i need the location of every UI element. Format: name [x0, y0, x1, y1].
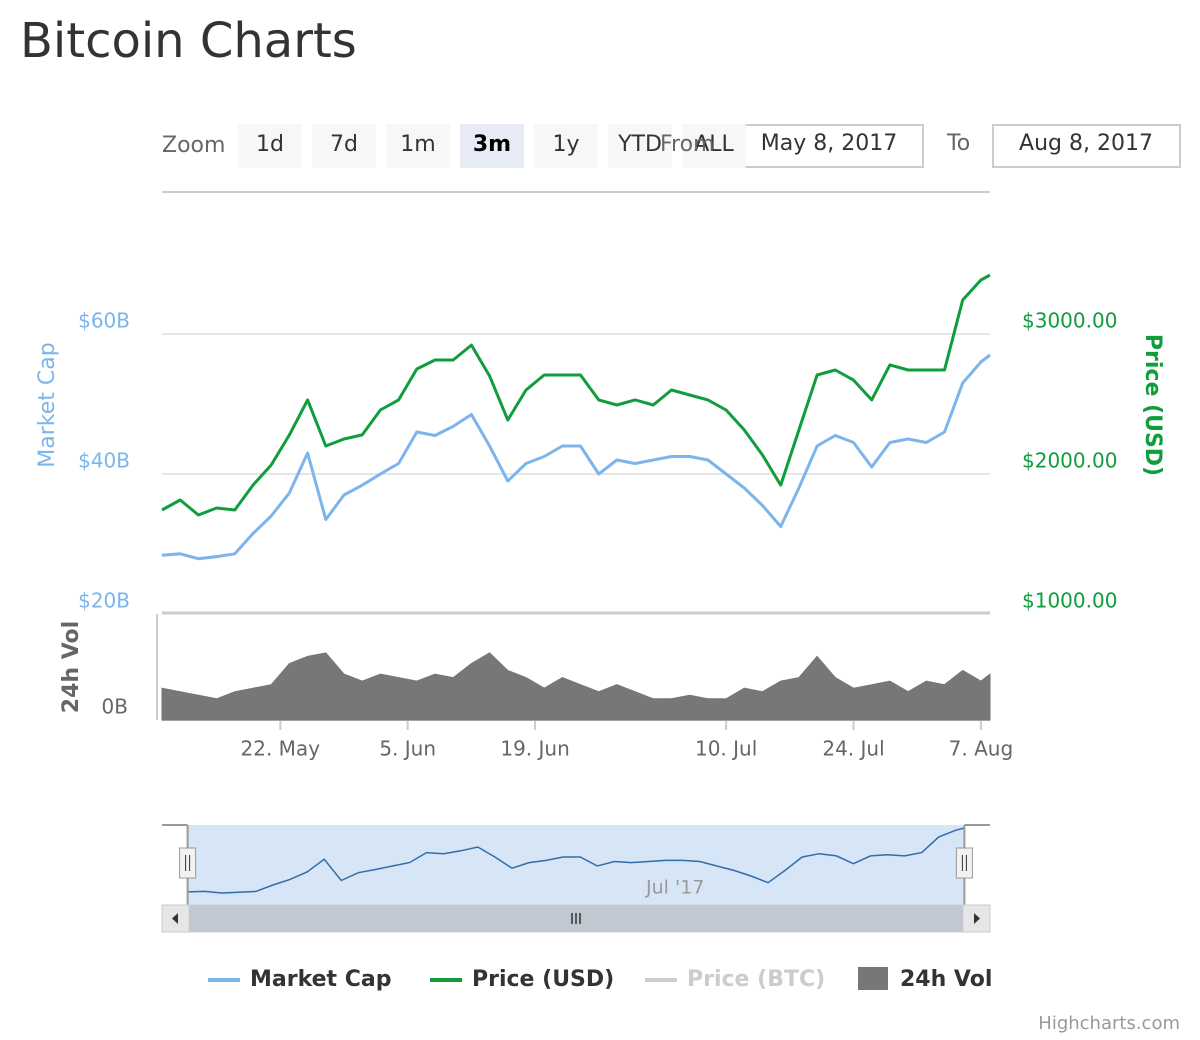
zoom-button-label[interactable]: 3m	[473, 132, 511, 157]
zoom-label: Zoom	[162, 133, 225, 158]
zoom-button[interactable]	[386, 124, 450, 168]
to-date[interactable]: Aug 8, 2017	[1019, 131, 1153, 156]
zoom-button-label[interactable]: 1d	[256, 132, 284, 157]
legend-label[interactable]: Price (BTC)	[687, 967, 825, 992]
x-tick-label: 5. Jun	[379, 737, 436, 761]
zoom-button[interactable]	[460, 124, 524, 168]
navigator-tick-label: Jul '17	[645, 877, 704, 899]
y2-tick-label: $3000.00	[1022, 309, 1117, 333]
series-line	[161, 273, 991, 517]
scrollbar-arrow	[974, 913, 980, 924]
to-label: To	[946, 131, 970, 156]
zoom-button-label[interactable]: 1y	[552, 132, 579, 157]
zoom-button-label[interactable]: 1m	[400, 132, 435, 157]
legend-label[interactable]: Price (USD)	[472, 967, 614, 992]
y-tick-label: $60B	[78, 309, 130, 333]
x-tick-label: 10. Jul	[695, 737, 757, 761]
zoom-button-label[interactable]: YTD	[617, 132, 662, 157]
legend-label[interactable]: 24h Vol	[900, 967, 992, 992]
zoom-button[interactable]	[608, 124, 672, 168]
zoom-button-label[interactable]: 7d	[330, 132, 358, 157]
y-tick-label: $20B	[78, 589, 130, 613]
scrollbar-arrow	[172, 913, 178, 924]
y2-tick-label: $2000.00	[1022, 449, 1117, 473]
x-tick-label: 22. May	[241, 737, 321, 761]
from-date[interactable]: May 8, 2017	[761, 131, 897, 156]
page-title: Bitcoin Charts	[20, 13, 357, 69]
zoom-button-label[interactable]: ALL	[694, 132, 734, 157]
y3-tick-label: 0B	[102, 695, 128, 719]
navigator-line	[187, 827, 965, 894]
navigator-handle[interactable]	[955, 847, 973, 879]
y2-axis-title: Price (USD)	[1140, 334, 1165, 476]
to-input[interactable]	[992, 124, 1181, 168]
zoom-button[interactable]	[534, 124, 598, 168]
y2-tick-label: $1000.00	[1022, 589, 1117, 613]
legend-symbol[interactable]	[858, 967, 888, 990]
credits[interactable]: Highcharts.com	[1038, 1013, 1180, 1034]
from-label: From	[660, 132, 715, 157]
y3-axis-title: 24h Vol	[59, 621, 84, 713]
navigator-handle[interactable]	[179, 847, 197, 879]
x-tick-label: 7. Aug	[949, 737, 1014, 761]
zoom-button[interactable]	[312, 124, 376, 168]
x-tick-label: 19. Jun	[500, 737, 569, 761]
x-tick-label: 24. Jul	[822, 737, 884, 761]
volume-area	[161, 652, 991, 721]
y-axis-title: Market Cap	[35, 342, 60, 467]
zoom-button[interactable]	[682, 124, 746, 168]
legend-label[interactable]: Market Cap	[250, 967, 391, 992]
zoom-button[interactable]	[238, 124, 302, 168]
navigator-selection	[187, 825, 965, 905]
y-tick-label: $40B	[78, 449, 130, 473]
series-line	[161, 353, 991, 561]
